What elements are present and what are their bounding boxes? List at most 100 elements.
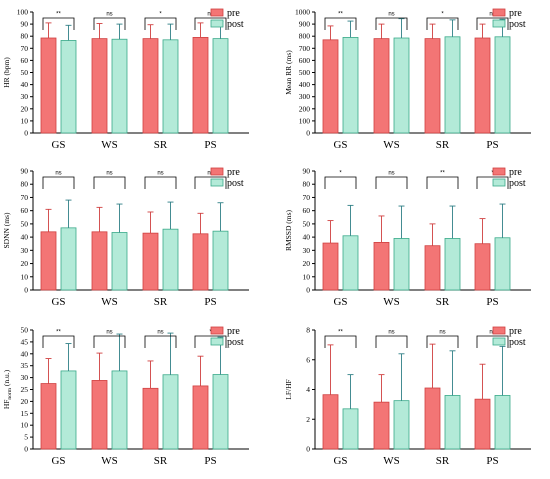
bar-pre-GS <box>40 37 57 134</box>
x-tick-label-GS: GS <box>333 296 347 308</box>
significance-bracket <box>476 176 509 189</box>
y-tick-label: 100 <box>299 116 311 125</box>
y-tick-label: 45 <box>21 337 29 346</box>
bar-post-SR <box>444 238 461 291</box>
bar-post-PS <box>212 374 229 450</box>
y-tick-label: 30 <box>21 373 29 382</box>
x-tick-label-SR: SR <box>436 296 450 308</box>
y-tick-label: 40 <box>303 233 311 242</box>
bar-pre-WS <box>373 38 390 134</box>
y-tick-label: 10 <box>21 272 29 281</box>
significance-bracket <box>42 176 75 189</box>
bar-pre-GS <box>322 39 339 134</box>
x-tick-label-PS: PS <box>486 296 498 308</box>
significance-label: ** <box>440 171 445 177</box>
significance-bracket <box>93 17 126 30</box>
significance-label: ns <box>157 171 163 177</box>
y-tick-label: 0 <box>306 445 310 454</box>
significance-label: ** <box>56 12 61 18</box>
x-tick-label-WS: WS <box>383 139 400 151</box>
legend-label-pre: pre <box>227 167 240 178</box>
y-tick-label: 700 <box>299 44 311 53</box>
x-tick-label-GS: GS <box>333 455 347 467</box>
y-tick-label: 25 <box>21 385 29 394</box>
y-tick-label: 50 <box>21 219 29 228</box>
y-axis-label: Mean RR (ms) <box>284 50 293 95</box>
x-tick-label-WS: WS <box>383 296 400 308</box>
bar-post-GS <box>60 40 77 134</box>
bar-pre-GS <box>40 231 57 291</box>
legend-label-post: post <box>509 178 526 189</box>
legend-swatch-pre <box>210 326 224 335</box>
y-tick-label: 8 <box>306 326 310 335</box>
y-tick-label: 90 <box>303 167 311 176</box>
significance-bracket <box>42 17 75 30</box>
chart-panel-2: 0 100 200 300 400 500 600 700 800 900 1000 Mean RR … <box>284 8 531 151</box>
x-tick-label-PS: PS <box>204 455 216 467</box>
bar-pre-PS <box>474 37 491 134</box>
y-tick-label: 10 <box>21 116 29 125</box>
y-tick-label: 600 <box>299 56 311 65</box>
bar-pre-SR <box>424 387 441 450</box>
significance-label: ns <box>207 12 213 18</box>
y-tick-label: 800 <box>299 32 311 41</box>
significance-label: ns <box>489 12 495 18</box>
bar-post-SR <box>444 36 461 134</box>
significance-label: ns <box>388 330 394 336</box>
bar-post-GS <box>60 370 77 450</box>
x-tick-label-GS: GS <box>51 139 65 151</box>
bar-pre-WS <box>373 401 390 450</box>
bar-pre-PS <box>192 385 209 450</box>
x-tick-label-PS: PS <box>486 139 498 151</box>
y-tick-label: 6 <box>306 355 310 364</box>
bar-post-PS <box>212 38 229 134</box>
y-tick-label: 4 <box>306 385 310 394</box>
significance-bracket <box>375 176 408 189</box>
y-tick-label: 20 <box>21 104 29 113</box>
bar-post-PS <box>494 395 511 450</box>
y-tick-label: 30 <box>21 92 29 101</box>
legend-swatch-post <box>492 337 506 346</box>
x-tick-label-PS: PS <box>204 139 216 151</box>
significance-bracket <box>144 17 177 30</box>
bar-pre-WS <box>91 38 108 134</box>
bar-post-WS <box>111 232 128 291</box>
bar-post-SR <box>444 395 461 450</box>
significance-bracket <box>476 335 509 348</box>
legend-label-post: post <box>509 337 526 348</box>
y-tick-label: 20 <box>21 259 29 268</box>
bar-pre-WS <box>91 231 108 291</box>
bar-post-WS <box>111 370 128 450</box>
x-tick-label-PS: PS <box>204 296 216 308</box>
y-tick-label: 15 <box>21 409 29 418</box>
significance-label: ns <box>439 330 445 336</box>
legend-label-pre: pre <box>227 8 240 19</box>
bar-pre-PS <box>474 243 491 291</box>
y-tick-label: 100 <box>17 8 29 17</box>
x-tick-label-PS: PS <box>486 455 498 467</box>
y-tick-label: 0 <box>24 129 28 138</box>
y-tick-label: 20 <box>303 259 311 268</box>
significance-label: * <box>159 12 162 18</box>
bar-pre-WS <box>373 241 390 291</box>
y-tick-label: 30 <box>21 246 29 255</box>
y-tick-label: 50 <box>21 68 29 77</box>
significance-bracket <box>194 335 227 348</box>
y-tick-label: 5 <box>24 433 28 442</box>
y-tick-label: 2 <box>306 415 310 424</box>
significance-bracket <box>426 176 459 189</box>
x-tick-label-SR: SR <box>154 139 168 151</box>
significance-label: ** <box>338 330 343 336</box>
legend-swatch-pre <box>492 326 506 335</box>
x-tick-label-WS: WS <box>383 455 400 467</box>
significance-bracket <box>375 17 408 30</box>
significance-bracket <box>324 335 357 348</box>
bar-post-SR <box>162 228 179 291</box>
x-tick-label-GS: GS <box>333 139 347 151</box>
significance-bracket <box>42 335 75 348</box>
